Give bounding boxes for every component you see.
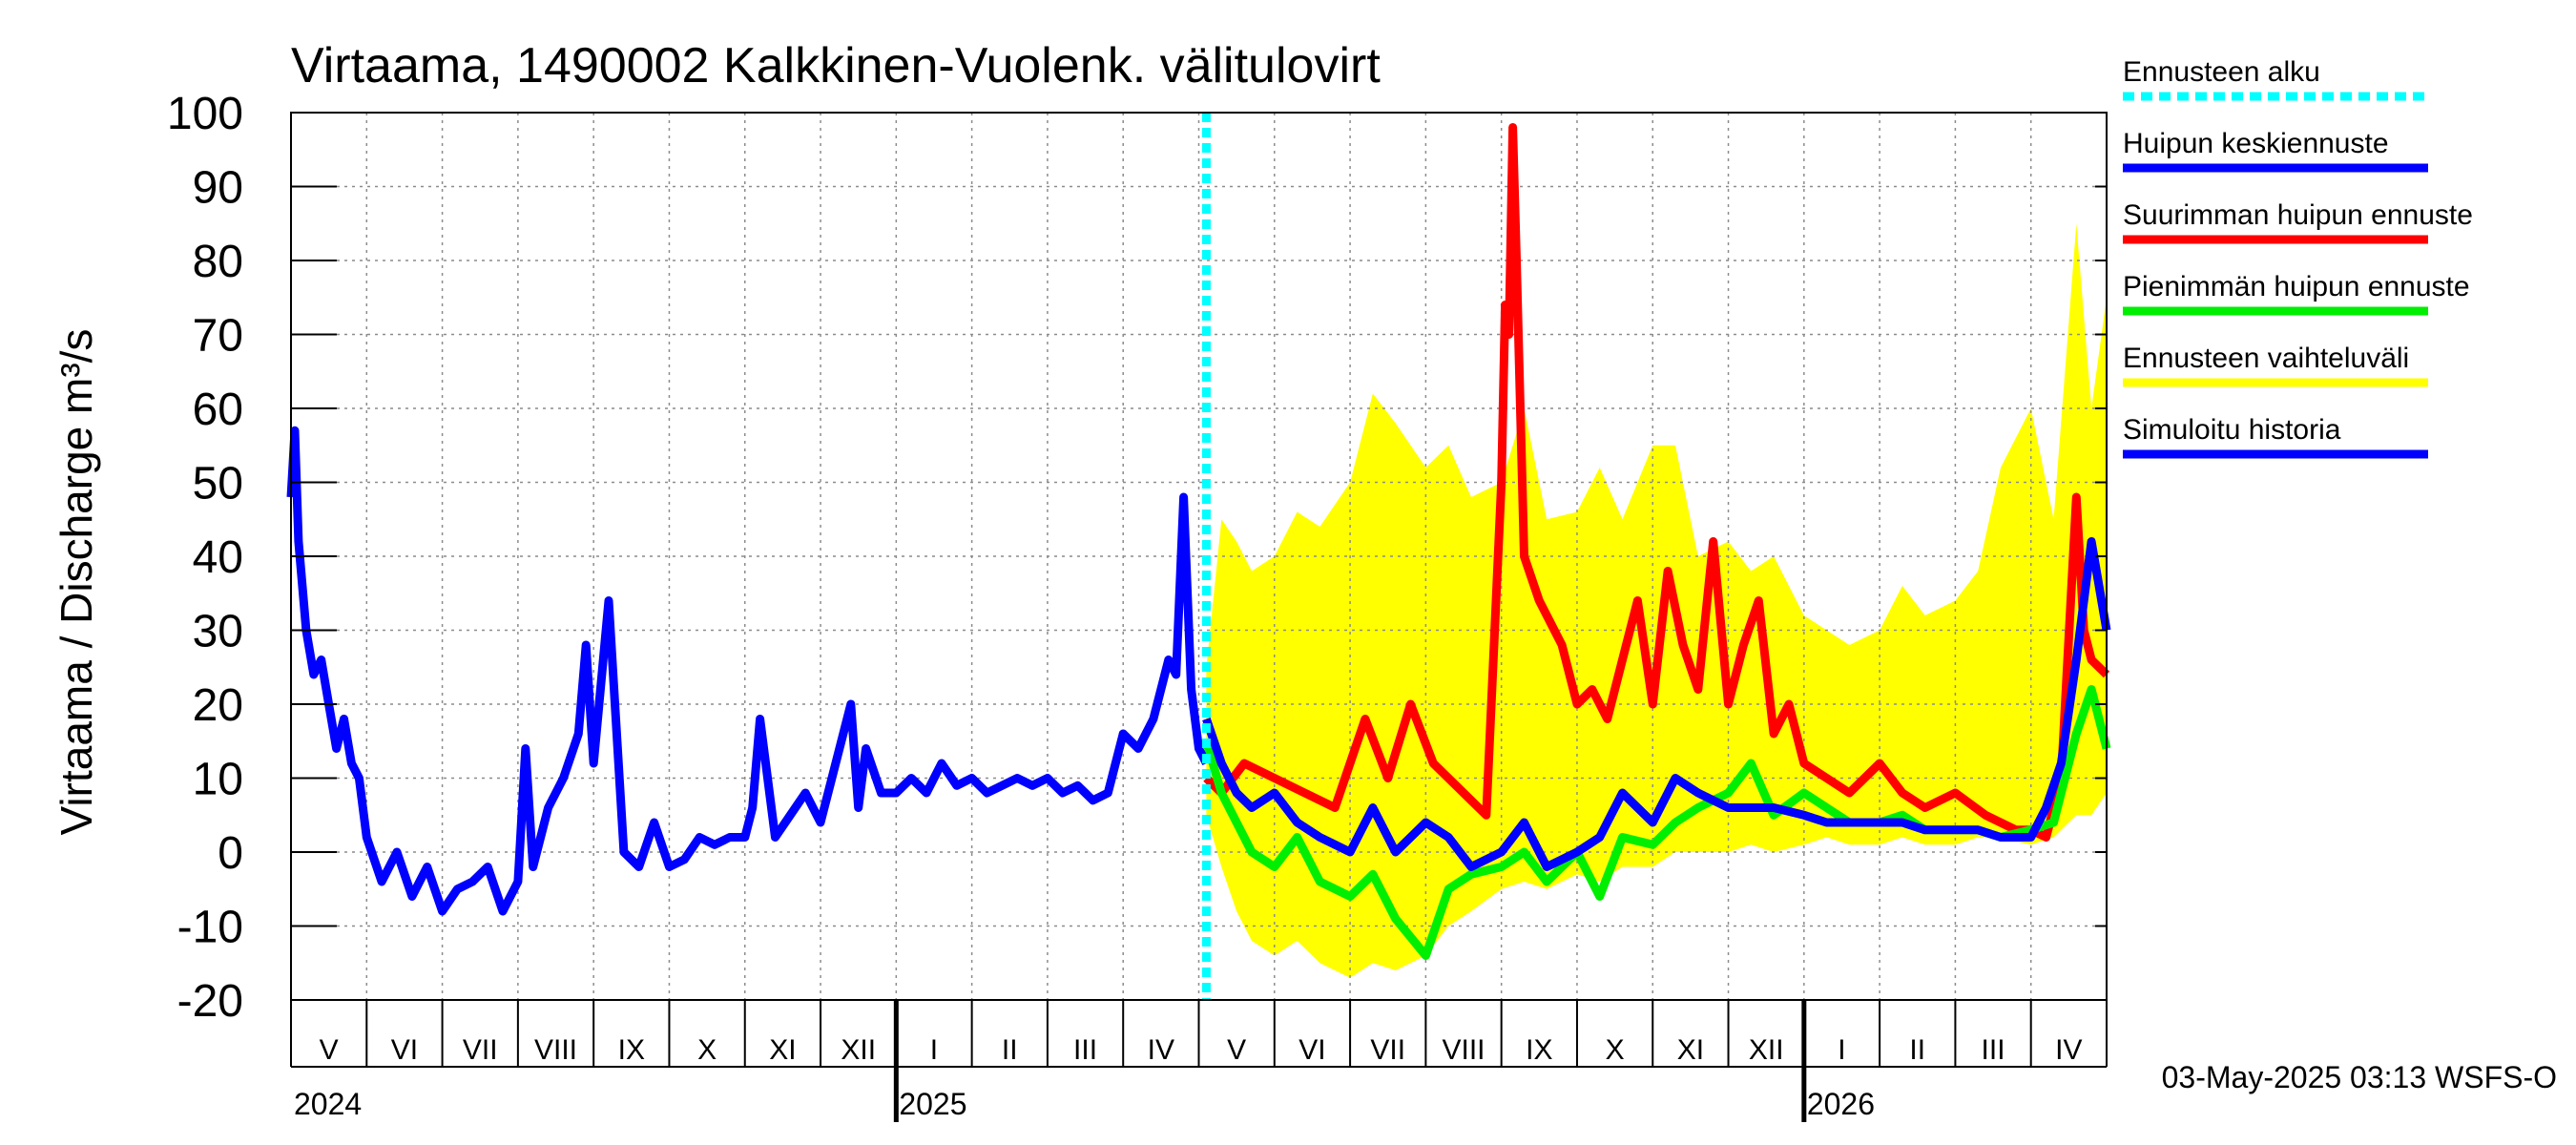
- month-label: XI: [1677, 1034, 1704, 1066]
- series-ennusteen-vaihteluv-li-band: [1206, 223, 2107, 978]
- month-label: II: [1909, 1034, 1925, 1066]
- series-huipun-keskiennuste-line: [1202, 537, 2111, 871]
- y-tick-label: 40: [193, 532, 243, 583]
- month-label: I: [1838, 1034, 1845, 1066]
- month-label: XII: [1749, 1034, 1784, 1066]
- month-label: III: [1982, 1034, 2005, 1066]
- y-tick-label: 30: [193, 607, 243, 657]
- month-label: VII: [1370, 1034, 1405, 1066]
- month-label: I: [930, 1034, 938, 1066]
- y-tick-label: 60: [193, 385, 243, 435]
- y-tick-label: 100: [167, 89, 243, 139]
- month-label: IX: [1526, 1034, 1552, 1066]
- month-label: X: [1606, 1034, 1625, 1066]
- legend-label-simuloitu-historia: Simuloitu historia: [2123, 414, 2341, 446]
- month-label: VI: [1298, 1034, 1325, 1066]
- month-label: VII: [463, 1034, 498, 1066]
- month-label: IV: [2055, 1034, 2082, 1066]
- y-tick-label: 0: [218, 828, 243, 879]
- legend-label-suurimman-huipun-ennuste: Suurimman huipun ennuste: [2123, 199, 2473, 231]
- y-tick-label: 50: [193, 459, 243, 510]
- legend-label-pienimm-n-huipun-ennuste: Pienimmän huipun ennuste: [2123, 271, 2470, 302]
- timestamp-footer: 03-May-2025 03:13 WSFS-O: [2162, 1060, 2557, 1094]
- month-label: V: [1227, 1034, 1246, 1066]
- legend-label-ennusteen-vaihteluv-li: Ennusteen vaihteluväli: [2123, 343, 2409, 374]
- month-label: VI: [391, 1034, 418, 1066]
- y-tick-label: -10: [177, 903, 243, 953]
- year-label: 2026: [1807, 1087, 1875, 1121]
- month-label: VIII: [534, 1034, 577, 1066]
- month-label: VIII: [1443, 1034, 1485, 1066]
- year-label: 2024: [294, 1087, 362, 1121]
- y-tick-label: 70: [193, 311, 243, 362]
- series-suurimman-huipun-ennuste-line: [1203, 123, 2110, 842]
- month-label: X: [697, 1034, 717, 1066]
- legend-label-huipun-keskiennuste: Huipun keskiennuste: [2123, 128, 2389, 159]
- month-label: II: [1002, 1034, 1018, 1066]
- y-axis-label: Virtaama / Discharge m³/s: [52, 329, 101, 836]
- month-label: III: [1073, 1034, 1097, 1066]
- chart-title: Virtaama, 1490002 Kalkkinen-Vuolenk. väl…: [291, 38, 1381, 94]
- y-tick-label: -20: [177, 976, 243, 1027]
- month-label: V: [320, 1034, 339, 1066]
- y-tick-label: 90: [193, 163, 243, 214]
- y-tick-label: 10: [193, 755, 243, 805]
- month-label: XII: [841, 1034, 876, 1066]
- y-tick-label: 80: [193, 237, 243, 287]
- month-label: IV: [1148, 1034, 1174, 1066]
- month-label: IX: [618, 1034, 645, 1066]
- month-label: XI: [769, 1034, 796, 1066]
- year-label: 2025: [899, 1087, 966, 1121]
- legend-label-ennusteen-alku: Ennusteen alku: [2123, 56, 2320, 88]
- legend: Ennusteen alku Huipun keskiennuste Suurimm…: [2123, 56, 2473, 459]
- y-tick-label: 20: [193, 680, 243, 731]
- series-simuloitu-historia-line: [286, 426, 1211, 916]
